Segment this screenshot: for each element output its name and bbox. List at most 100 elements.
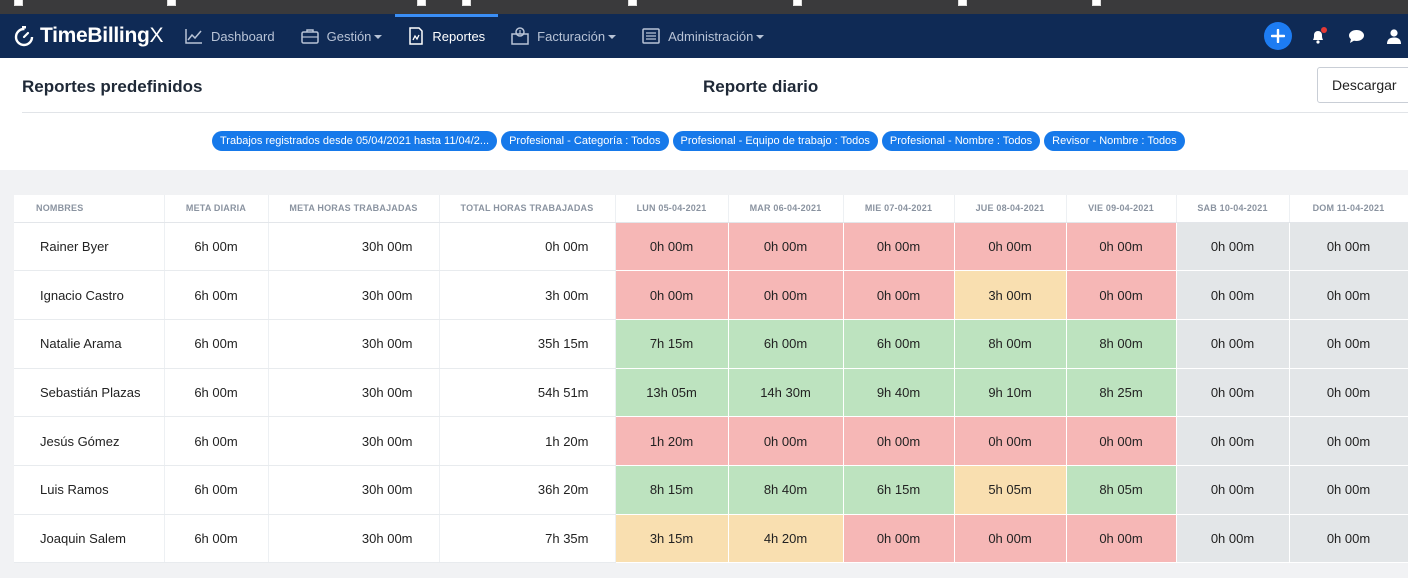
day-hours-cell: 7h 15m <box>615 319 729 369</box>
goal-hours-cell: 30h 00m <box>268 465 440 515</box>
day-hours-cell: 0h 00m <box>1176 465 1290 515</box>
filter-chip-dates[interactable]: Trabajos registrados desde 05/04/2021 ha… <box>212 131 498 151</box>
day-hours-cell: 0h 00m <box>728 270 844 320</box>
employee-name: Ignacio Castro <box>14 270 165 320</box>
total-hours-cell: 0h 00m <box>439 222 616 272</box>
total-hours-cell: 1h 20m <box>439 416 616 466</box>
chevron-down-icon <box>374 35 383 39</box>
day-hours-cell: 0h 00m <box>1066 222 1177 272</box>
filter-chip-category[interactable]: Profesional - Categoría : Todos <box>501 131 669 151</box>
day-hours-cell: 14h 30m <box>728 368 844 418</box>
daily-goal-cell: 6h 00m <box>164 514 269 564</box>
filter-chip-team[interactable]: Profesional - Equipo de trabajo : Todos <box>672 131 878 151</box>
bookmark-icon[interactable] <box>628 0 637 6</box>
column-header[interactable]: META DIARIA <box>164 195 269 223</box>
bookmark-icon[interactable] <box>1092 0 1101 6</box>
daily-goal-cell: 6h 00m <box>164 222 269 272</box>
notifications-button[interactable] <box>1304 22 1332 50</box>
day-hours-cell: 0h 00m <box>843 514 955 564</box>
column-header[interactable]: MAR 06-04-2021 <box>728 195 844 223</box>
day-hours-cell: 8h 15m <box>615 465 729 515</box>
user-button[interactable] <box>1380 22 1408 50</box>
nav-dashboard[interactable]: Dashboard <box>172 14 288 58</box>
predefined-reports-title: Reportes predefinidos <box>22 77 203 96</box>
notification-badge <box>1321 27 1327 33</box>
column-header[interactable]: SAB 10-04-2021 <box>1176 195 1290 223</box>
bookmark-icon[interactable] <box>958 0 967 6</box>
column-header[interactable]: DOM 11-04-2021 <box>1289 195 1408 223</box>
column-header[interactable]: NOMBRES <box>14 195 165 223</box>
employee-name: Rainer Byer <box>14 222 165 272</box>
table-row: Sebastián Plazas 6h 00m 30h 00m 54h 51m 13h … <box>14 368 1408 418</box>
goal-hours-cell: 30h 00m <box>268 222 440 272</box>
day-hours-cell: 0h 00m <box>1066 514 1177 564</box>
column-header[interactable]: TOTAL HORAS TRABAJADAS <box>439 195 616 223</box>
day-hours-cell: 8h 40m <box>728 465 844 515</box>
messages-button[interactable] <box>1342 22 1370 50</box>
day-hours-cell: 0h 00m <box>1176 319 1290 369</box>
day-hours-cell: 0h 00m <box>1066 416 1177 466</box>
total-hours-cell: 35h 15m <box>439 319 616 369</box>
employee-name: Joaquin Salem <box>14 514 165 564</box>
nav-label: Administración <box>668 28 754 44</box>
list-icon <box>642 28 660 44</box>
total-hours-cell: 36h 20m <box>439 465 616 515</box>
bookmark-icon[interactable] <box>793 0 802 6</box>
employee-name: Sebastián Plazas <box>14 368 165 418</box>
filter-chip-professional[interactable]: Profesional - Nombre : Todos <box>881 131 1041 151</box>
day-hours-cell: 8h 05m <box>1066 465 1177 515</box>
day-hours-cell: 0h 00m <box>728 222 844 272</box>
bookmarks-bar <box>0 0 1408 14</box>
day-hours-cell: 1h 20m <box>615 416 729 466</box>
employee-name: Luis Ramos <box>14 465 165 515</box>
brand-suffix: X <box>149 24 164 47</box>
column-header[interactable]: VIE 09-04-2021 <box>1066 195 1177 223</box>
day-hours-cell: 6h 00m <box>728 319 844 369</box>
day-hours-cell: 0h 00m <box>843 270 955 320</box>
chat-icon <box>1348 29 1364 43</box>
day-hours-cell: 0h 00m <box>1289 270 1408 320</box>
nav-facturacion[interactable]: Facturación <box>498 14 629 58</box>
brand-logo[interactable]: TimeBilling X <box>0 14 172 58</box>
day-hours-cell: 0h 00m <box>843 416 955 466</box>
day-hours-cell: 3h 15m <box>615 514 729 564</box>
report-icon <box>409 27 424 45</box>
day-hours-cell: 0h 00m <box>954 416 1067 466</box>
nav-administracion[interactable]: Administración <box>629 14 777 58</box>
plus-icon <box>1271 29 1285 43</box>
invoice-icon <box>511 27 529 45</box>
day-hours-cell: 0h 00m <box>843 222 955 272</box>
day-hours-cell: 0h 00m <box>1176 222 1290 272</box>
day-hours-cell: 4h 20m <box>728 514 844 564</box>
table-row: Rainer Byer 6h 00m 30h 00m 0h 00m 0h 00m 0h 0… <box>14 222 1408 272</box>
nav-reportes[interactable]: Reportes <box>395 14 498 58</box>
day-hours-cell: 0h 00m <box>1176 416 1290 466</box>
column-header[interactable]: JUE 08-04-2021 <box>954 195 1067 223</box>
bookmark-icon[interactable] <box>14 0 23 6</box>
day-hours-cell: 13h 05m <box>615 368 729 418</box>
nav-label: Facturación <box>537 28 606 44</box>
day-hours-cell: 0h 00m <box>1176 270 1290 320</box>
goal-hours-cell: 30h 00m <box>268 270 440 320</box>
column-header[interactable]: MIE 07-04-2021 <box>843 195 955 223</box>
bookmark-icon[interactable] <box>417 0 426 6</box>
filter-chip-reviewer[interactable]: Revisor - Nombre : Todos <box>1044 131 1185 151</box>
bookmark-icon[interactable] <box>167 0 176 6</box>
day-hours-cell: 5h 05m <box>954 465 1067 515</box>
column-header[interactable]: META HORAS TRABAJADAS <box>268 195 440 223</box>
add-button[interactable] <box>1264 22 1292 50</box>
employee-name: Jesús Gómez <box>14 416 165 466</box>
chart-icon <box>185 29 202 44</box>
nav-label: Reportes <box>432 28 486 44</box>
top-navigation: TimeBilling X Dashboard Gestión Reportes … <box>0 14 1408 58</box>
nav-gestion[interactable]: Gestión <box>288 14 396 58</box>
download-button[interactable]: Descargar <box>1317 67 1408 103</box>
day-hours-cell: 0h 00m <box>1289 514 1408 564</box>
table-row: Ignacio Castro 6h 00m 30h 00m 3h 00m 0h 00m 0… <box>14 270 1408 320</box>
nav-label: Gestión <box>326 28 372 44</box>
column-header[interactable]: LUN 05-04-2021 <box>615 195 729 223</box>
table-header-row: NOMBRES META DIARIA META HORAS TRABAJADA… <box>14 195 1408 223</box>
total-hours-cell: 3h 00m <box>439 270 616 320</box>
bookmark-icon[interactable] <box>462 0 471 6</box>
day-hours-cell: 6h 15m <box>843 465 955 515</box>
